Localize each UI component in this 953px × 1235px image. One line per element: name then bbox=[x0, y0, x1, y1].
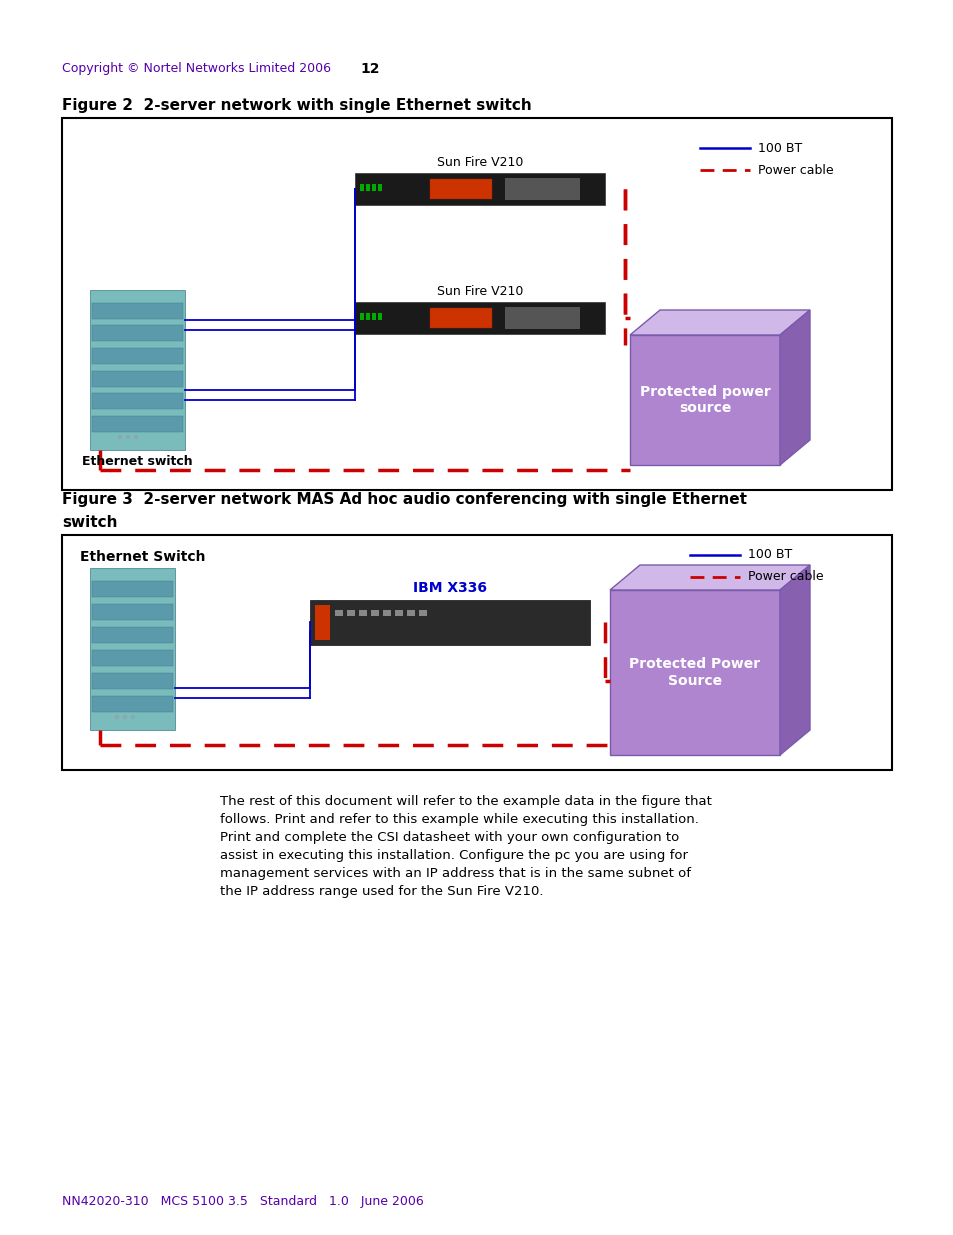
Bar bbox=[90, 290, 185, 450]
Text: switch: switch bbox=[62, 515, 117, 530]
Bar bbox=[91, 604, 172, 620]
Bar bbox=[355, 303, 604, 333]
Polygon shape bbox=[780, 564, 809, 755]
Bar bbox=[118, 435, 122, 438]
Text: Power cable: Power cable bbox=[758, 163, 833, 177]
Bar bbox=[127, 435, 131, 438]
Bar bbox=[355, 173, 604, 205]
Bar bbox=[430, 179, 492, 199]
Bar bbox=[359, 314, 364, 320]
Bar bbox=[347, 610, 355, 616]
Text: 100 BT: 100 BT bbox=[747, 548, 791, 562]
Bar bbox=[430, 309, 492, 327]
Bar bbox=[91, 695, 172, 711]
Bar bbox=[91, 326, 183, 341]
Text: Protected Power
Source: Protected Power Source bbox=[629, 657, 760, 688]
Bar bbox=[407, 610, 415, 616]
Text: Print and complete the CSI datasheet with your own configuration to: Print and complete the CSI datasheet wit… bbox=[220, 831, 679, 844]
Text: Copyright © Nortel Networks Limited 2006: Copyright © Nortel Networks Limited 2006 bbox=[62, 62, 331, 75]
Bar bbox=[115, 715, 119, 719]
Bar bbox=[629, 335, 780, 466]
Bar bbox=[132, 715, 135, 719]
Polygon shape bbox=[780, 310, 809, 466]
Text: Figure 2  2-server network with single Ethernet switch: Figure 2 2-server network with single Et… bbox=[62, 98, 531, 112]
Bar bbox=[366, 314, 370, 320]
Bar bbox=[372, 314, 375, 320]
Bar bbox=[609, 590, 780, 755]
Polygon shape bbox=[609, 564, 809, 590]
Bar bbox=[134, 435, 138, 438]
Bar bbox=[91, 370, 183, 387]
Text: The rest of this document will refer to the example data in the figure that: The rest of this document will refer to … bbox=[220, 795, 711, 808]
Bar bbox=[91, 303, 183, 319]
Bar bbox=[91, 416, 183, 432]
Bar bbox=[91, 348, 183, 364]
Text: Protected power
source: Protected power source bbox=[639, 385, 770, 415]
Bar bbox=[62, 119, 891, 490]
Polygon shape bbox=[629, 310, 809, 335]
Bar bbox=[359, 184, 364, 190]
Text: Figure 3  2-server network MAS Ad hoc audio conferencing with single Ethernet: Figure 3 2-server network MAS Ad hoc aud… bbox=[62, 492, 746, 508]
Bar bbox=[314, 605, 330, 640]
Bar bbox=[382, 610, 391, 616]
Text: Ethernet Switch: Ethernet Switch bbox=[80, 550, 205, 564]
Text: the IP address range used for the Sun Fire V210.: the IP address range used for the Sun Fi… bbox=[220, 885, 543, 898]
Bar bbox=[335, 610, 343, 616]
Bar bbox=[123, 715, 128, 719]
Bar bbox=[377, 184, 381, 190]
Bar bbox=[377, 314, 381, 320]
Text: 12: 12 bbox=[359, 62, 379, 77]
Text: Ethernet switch: Ethernet switch bbox=[82, 454, 193, 468]
Bar bbox=[504, 178, 579, 200]
Bar bbox=[358, 610, 367, 616]
Bar bbox=[91, 650, 172, 666]
Bar bbox=[504, 306, 579, 330]
Bar bbox=[418, 610, 427, 616]
Bar bbox=[91, 580, 172, 598]
Bar bbox=[62, 535, 891, 769]
Text: follows. Print and refer to this example while executing this installation.: follows. Print and refer to this example… bbox=[220, 813, 699, 826]
Text: Sun Fire V210: Sun Fire V210 bbox=[436, 156, 522, 169]
Text: IBM X336: IBM X336 bbox=[413, 580, 486, 595]
Text: management services with an IP address that is in the same subnet of: management services with an IP address t… bbox=[220, 867, 690, 881]
Bar bbox=[366, 184, 370, 190]
Text: 100 BT: 100 BT bbox=[758, 142, 801, 154]
Text: NN42020-310   MCS 5100 3.5   Standard   1.0   June 2006: NN42020-310 MCS 5100 3.5 Standard 1.0 Ju… bbox=[62, 1195, 423, 1208]
Bar bbox=[371, 610, 378, 616]
Bar bbox=[372, 184, 375, 190]
Bar bbox=[91, 673, 172, 689]
Text: assist in executing this installation. Configure the pc you are using for: assist in executing this installation. C… bbox=[220, 848, 687, 862]
Bar bbox=[310, 600, 589, 645]
Bar bbox=[395, 610, 402, 616]
Text: Sun Fire V210: Sun Fire V210 bbox=[436, 285, 522, 298]
Bar bbox=[90, 568, 174, 730]
Text: Power cable: Power cable bbox=[747, 571, 822, 583]
Bar bbox=[91, 627, 172, 643]
Bar bbox=[91, 394, 183, 410]
